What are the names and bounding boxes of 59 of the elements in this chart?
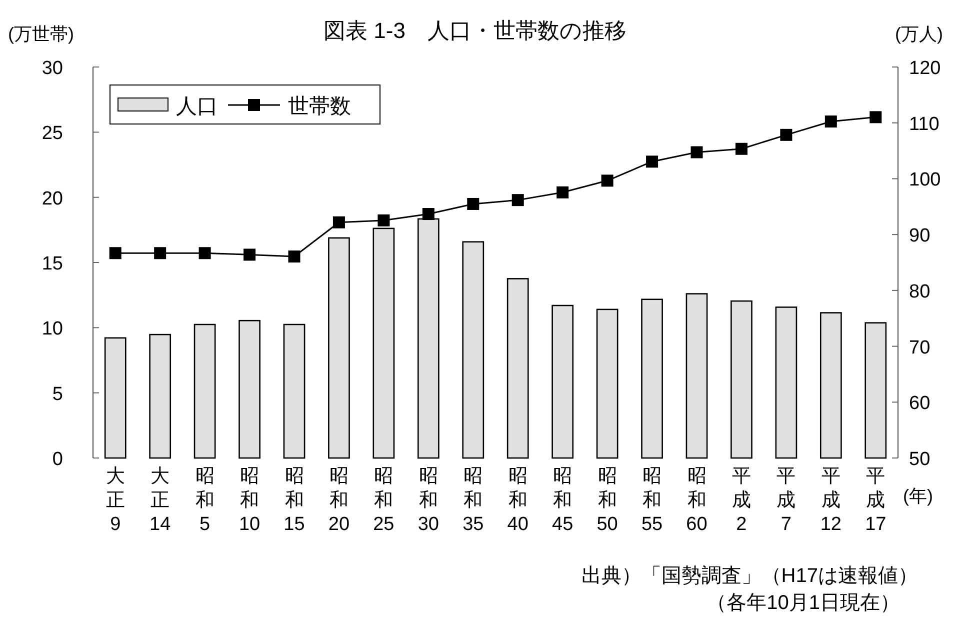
x-tick-label: 平成17 — [865, 466, 886, 535]
point — [824, 115, 837, 128]
legend-label: 人口 — [176, 95, 218, 118]
point — [332, 216, 345, 228]
legend-label: 世帯数 — [288, 95, 351, 118]
y2-tick-label: 100 — [909, 170, 941, 191]
x-tick-label: 昭和35 — [462, 466, 484, 535]
source-note: 出典）「国勢調査」（H17は速報値） — [581, 565, 918, 587]
point — [422, 208, 434, 220]
x-tick-label: 昭和5 — [195, 466, 214, 535]
y-tick-label: 5 — [52, 384, 63, 405]
point — [601, 174, 614, 187]
point — [288, 250, 300, 263]
y2-tick-label: 50 — [909, 449, 930, 470]
x-axis-title: (年) — [903, 486, 933, 506]
y2-tick-label: 80 — [909, 281, 930, 302]
x-tick-label: 昭和55 — [641, 466, 663, 535]
x-tick-label: 昭和60 — [686, 466, 708, 535]
x-tick-label: 昭和20 — [328, 466, 350, 535]
point — [378, 214, 390, 226]
point — [512, 194, 524, 206]
point — [870, 111, 882, 124]
y2-tick-label: 90 — [909, 226, 930, 247]
x-tick-label: 大正9 — [106, 466, 125, 535]
x-tick-label: 平成7 — [776, 466, 796, 535]
point — [244, 248, 256, 261]
y2-axis-title: (万人) — [895, 24, 943, 44]
x-tick-label: 昭和30 — [418, 466, 439, 535]
text: （各年10月1日現在） — [706, 592, 900, 614]
y2-tick-label: 60 — [909, 393, 930, 414]
x-tick-label: 平成2 — [732, 466, 751, 535]
y-tick-label: 0 — [52, 449, 63, 470]
point — [735, 142, 748, 155]
y-axis-title: (万世帯) — [8, 24, 74, 44]
x-tick-label: 昭和25 — [373, 466, 394, 535]
y-tick-label: 10 — [42, 318, 63, 340]
point — [467, 198, 480, 210]
y2-tick-label: 110 — [909, 114, 940, 135]
y-tick-label: 15 — [42, 254, 63, 274]
chart-title: 図表 1-3 人口・世帯数の推移 — [324, 18, 626, 43]
x-tick-label: 平成12 — [820, 466, 842, 535]
x-tick-label: 大正14 — [150, 466, 172, 535]
x-tick-label: 昭和15 — [284, 466, 305, 535]
y-tick-label: 25 — [42, 123, 63, 144]
x-tick-label: 昭和50 — [596, 466, 618, 535]
point — [780, 128, 792, 141]
point — [109, 247, 122, 260]
x-tick-label: 昭和10 — [238, 466, 260, 535]
point — [154, 247, 166, 260]
point — [556, 186, 569, 198]
point — [198, 247, 211, 260]
y2-tick-label: 70 — [909, 337, 930, 358]
x-tick-label: 昭和45 — [552, 466, 574, 535]
y2-tick-label: 120 — [909, 58, 941, 79]
y-tick-label: 30 — [42, 58, 63, 79]
point — [690, 146, 703, 158]
point — [646, 156, 658, 168]
x-tick-label: 昭和40 — [507, 466, 528, 535]
y-tick-label: 20 — [42, 188, 63, 210]
